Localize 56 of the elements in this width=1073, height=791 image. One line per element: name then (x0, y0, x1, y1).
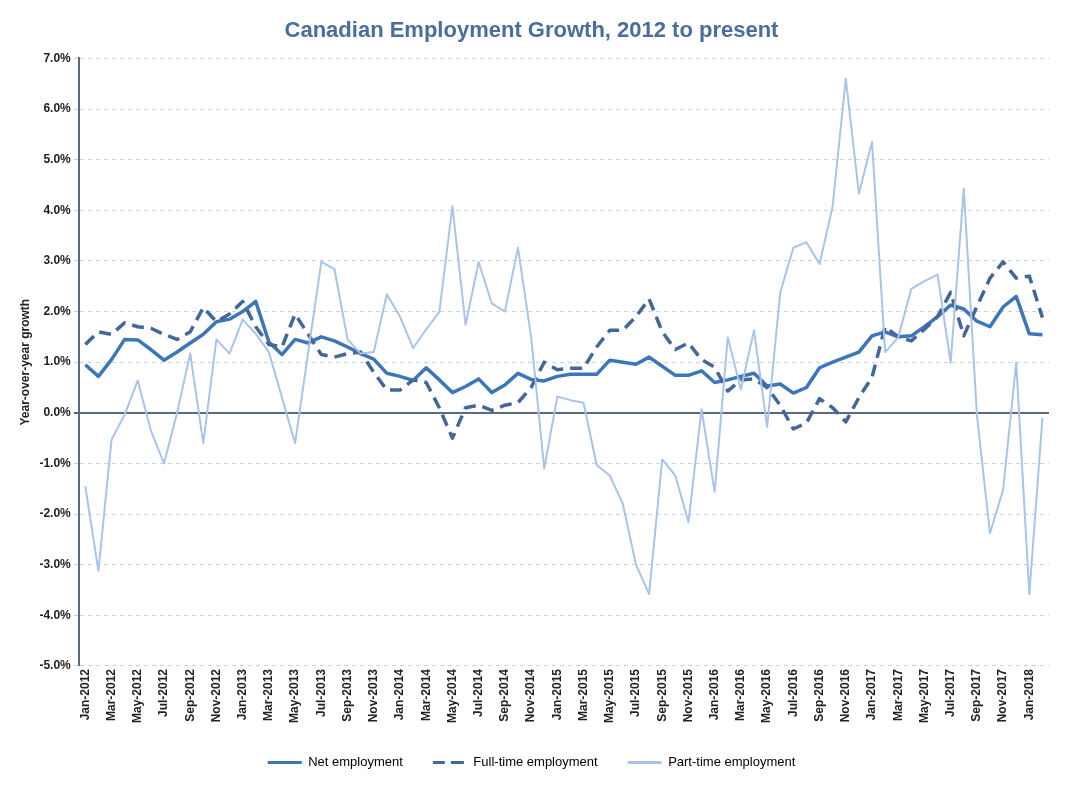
y-tick-label: 4.0% (43, 202, 72, 217)
x-tick-label: May-2014 (444, 668, 459, 724)
x-tick-label: Jan-2015 (549, 668, 564, 721)
x-tick-label: Sep-2016 (811, 668, 826, 722)
y-tick-label: 0.0% (43, 405, 72, 420)
y-tick-label: 6.0% (43, 101, 72, 116)
x-tick-label: Jan-2017 (864, 668, 879, 721)
legend-label: Net employment (308, 754, 404, 770)
y-tick-label: -5.0% (39, 658, 72, 673)
y-axis-title: Year-over-year growth (17, 298, 32, 426)
y-tick-label: 2.0% (43, 303, 72, 318)
y-tick-label: -3.0% (39, 557, 72, 572)
x-tick-label: Mar-2016 (733, 668, 748, 721)
legend-label: Part-time employment (668, 754, 796, 770)
x-tick-label: Jan-2018 (1021, 668, 1036, 721)
line-series (83, 260, 1045, 440)
x-tick-label: May-2012 (130, 668, 145, 724)
x-tick-label: Jul-2014 (470, 668, 485, 717)
x-tick-label: Mar-2017 (890, 668, 905, 721)
x-tick-label: May-2015 (602, 668, 617, 724)
x-tick-label: Jul-2015 (628, 668, 643, 717)
x-tick-label: Jan-2014 (392, 668, 407, 721)
legend-label: Full-time employment (473, 754, 599, 770)
y-tick-label: -1.0% (39, 455, 72, 470)
x-tick-label: Mar-2012 (103, 668, 118, 721)
x-tick-label: Jan-2013 (234, 668, 249, 721)
x-tick-label: Jul-2016 (785, 668, 800, 717)
chart-title: Canadian Employment Growth, 2012 to present (284, 17, 780, 43)
x-tick-label: Mar-2013 (261, 668, 276, 721)
x-tick-label: Sep-2015 (654, 668, 669, 722)
x-tick-label: Sep-2014 (497, 668, 512, 722)
y-tick-label: 3.0% (43, 253, 72, 268)
x-tick-label: Nov-2013 (366, 668, 381, 723)
x-tick-label: Sep-2017 (969, 668, 984, 722)
x-tick-label: Jul-2013 (313, 668, 328, 717)
y-tick-label: -4.0% (39, 607, 72, 622)
x-tick-label: Nov-2016 (838, 668, 853, 723)
y-tick-label: 7.0% (43, 50, 72, 65)
x-tick-label: Nov-2017 (995, 668, 1010, 723)
x-tick-label: Nov-2015 (680, 668, 695, 723)
x-tick-label: Mar-2015 (575, 668, 590, 721)
x-tick-label: May-2017 (916, 668, 931, 724)
x-tick-label: May-2013 (287, 668, 302, 724)
x-tick-label: Jul-2017 (942, 668, 957, 717)
x-tick-label: Sep-2012 (182, 668, 197, 722)
x-tick-label: Jan-2016 (706, 668, 721, 721)
x-tick-label: Jan-2012 (77, 668, 92, 721)
x-tick-label: Sep-2013 (339, 668, 354, 722)
x-tick-label: Nov-2012 (208, 668, 223, 723)
y-tick-label: 5.0% (43, 151, 72, 166)
y-tick-label: -2.0% (39, 506, 72, 521)
y-tick-label: 1.0% (43, 354, 72, 369)
x-tick-label: Nov-2014 (523, 668, 538, 723)
x-tick-label: Mar-2014 (418, 668, 433, 721)
x-tick-label: May-2016 (759, 668, 774, 724)
x-tick-label: Jul-2012 (156, 668, 171, 717)
